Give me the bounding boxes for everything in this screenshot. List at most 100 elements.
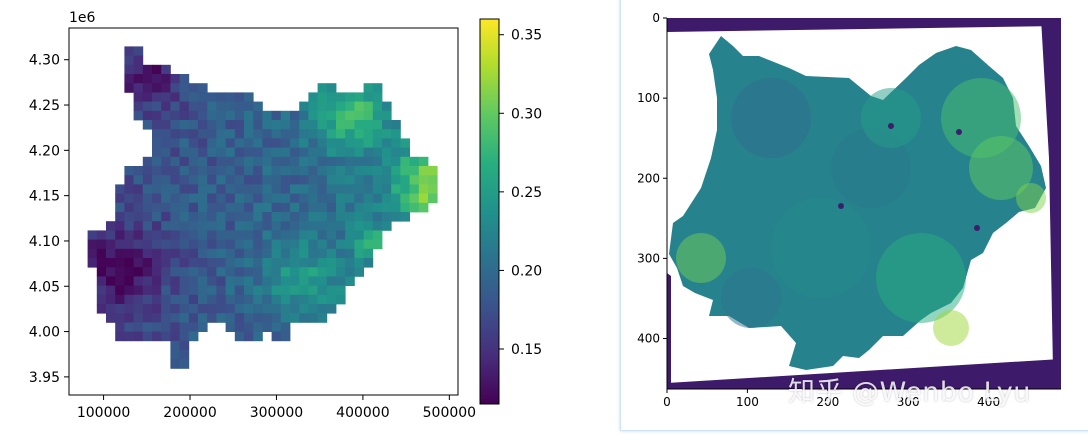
- heatmap-cell: [244, 248, 254, 259]
- heatmap-cell: [198, 212, 208, 222]
- heatmap-cell: [290, 221, 300, 231]
- heatmap-cell: [225, 166, 236, 176]
- heatmap-cell: [198, 193, 208, 204]
- heatmap-cell: [142, 248, 153, 259]
- heatmap-cell: [207, 120, 217, 130]
- y-tick-label: 100: [637, 91, 660, 105]
- heatmap-cell: [106, 276, 116, 286]
- heatmap-cell: [354, 239, 364, 250]
- heatmap-cell: [336, 193, 346, 204]
- heatmap-cell: [170, 101, 180, 112]
- image-texture-patch: [721, 268, 781, 328]
- heatmap-cell: [336, 276, 346, 286]
- heatmap-cell: [115, 212, 125, 222]
- heatmap-cell: [317, 166, 328, 176]
- heatmap-cell: [418, 184, 429, 194]
- heatmap-cell: [234, 294, 245, 305]
- heatmap-cell: [400, 166, 410, 176]
- heatmap-cell: [152, 331, 162, 342]
- heatmap-cell: [152, 184, 162, 194]
- heatmap-cell: [133, 83, 144, 93]
- heatmap-cell: [372, 147, 383, 158]
- heatmap-cell: [372, 230, 383, 240]
- heatmap-cell: [271, 120, 282, 130]
- heatmap-cell: [207, 147, 217, 158]
- heatmap-cell: [244, 166, 254, 176]
- heatmap-cell: [299, 129, 309, 139]
- x-tick-label: 200000: [163, 405, 216, 421]
- heatmap-cell: [280, 258, 291, 268]
- heatmap-cell: [280, 175, 291, 185]
- y-tick-label: 400: [637, 332, 660, 346]
- heatmap-cell: [345, 110, 355, 121]
- heatmap-cell: [234, 313, 245, 323]
- heatmap-cell: [326, 294, 337, 305]
- heatmap-cell: [244, 138, 254, 148]
- heatmap-cell: [345, 166, 355, 176]
- heatmap-cell: [262, 184, 272, 194]
- heatmap-cell: [96, 276, 107, 286]
- heatmap-cell: [216, 101, 226, 112]
- colorbar-tick-label: 0.35: [511, 28, 542, 44]
- heatmap-cell: [308, 110, 318, 121]
- heatmap-cell: [106, 230, 116, 240]
- heatmap-cell: [124, 212, 134, 222]
- heatmap-cell: [299, 313, 309, 323]
- heatmap-cell: [96, 258, 107, 268]
- heatmap-cell: [216, 285, 226, 296]
- heatmap-cell: [326, 92, 337, 102]
- heatmap-cell: [308, 212, 318, 222]
- heatmap-cell: [142, 313, 153, 323]
- heatmap-cell: [207, 258, 217, 268]
- x-tick-label: 200: [816, 395, 839, 409]
- heatmap-cell: [188, 331, 199, 342]
- heatmap-cell: [253, 294, 263, 305]
- heatmap-cell: [133, 267, 144, 277]
- heatmap-cell: [179, 230, 190, 240]
- heatmap-cell: [170, 212, 180, 222]
- heatmap-cell: [253, 258, 263, 268]
- heatmap-cell: [179, 258, 190, 268]
- heatmap-cell: [216, 147, 226, 158]
- heatmap-cell: [317, 92, 328, 102]
- heatmap-cell: [409, 175, 420, 185]
- heatmap-cell: [133, 331, 144, 342]
- heatmap-cell: [225, 101, 236, 112]
- heatmap-cell: [345, 193, 355, 204]
- heatmap-cell: [308, 184, 318, 194]
- heatmap-cell: [152, 212, 162, 222]
- heatmap-cell: [188, 184, 199, 194]
- heatmap-cell: [391, 212, 401, 222]
- heatmap-cell: [152, 129, 162, 139]
- heatmap-cell: [363, 193, 374, 204]
- heatmap-cell: [115, 276, 125, 286]
- heatmap-cell: [216, 184, 226, 194]
- heatmap-cell: [372, 175, 383, 185]
- heatmap-cell: [216, 294, 226, 305]
- heatmap-cell: [326, 184, 337, 194]
- heatmap-cell: [115, 294, 125, 305]
- heatmap-cell: [382, 156, 392, 167]
- heatmap-cell: [363, 166, 374, 176]
- heatmap-cell: [290, 120, 300, 130]
- heatmap-cell: [133, 248, 144, 259]
- heatmap-cell: [142, 294, 153, 305]
- heatmap-cell: [345, 221, 355, 231]
- heatmap-cell: [244, 101, 254, 112]
- heatmap-cell: [354, 147, 364, 158]
- heatmap-cell: [400, 175, 410, 185]
- heatmap-cell: [225, 313, 236, 323]
- heatmap-cell: [317, 129, 328, 139]
- heatmap-cell: [207, 156, 217, 167]
- heatmap-cell: [299, 248, 309, 259]
- y-tick-label: 200: [637, 171, 660, 185]
- heatmap-cell: [234, 285, 245, 296]
- heatmap-cell: [115, 193, 125, 204]
- heatmap-cell: [225, 175, 236, 185]
- heatmap-cell: [290, 212, 300, 222]
- heatmap-cell: [299, 166, 309, 176]
- heatmap-cell: [161, 120, 171, 130]
- heatmap-cell: [234, 129, 245, 139]
- heatmap-cell: [262, 193, 272, 204]
- heatmap-cell: [188, 258, 199, 268]
